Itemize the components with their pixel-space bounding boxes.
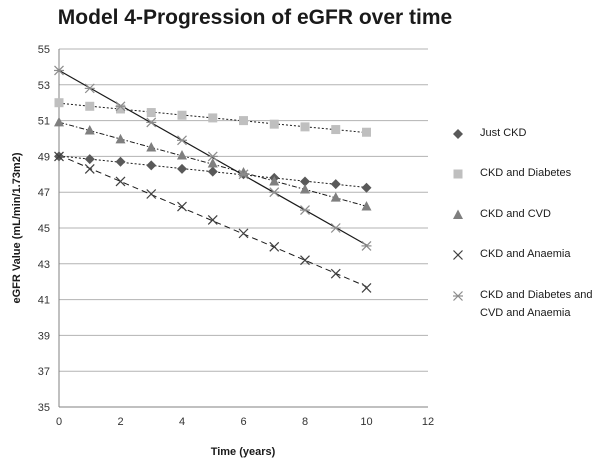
marker-series-1 (208, 113, 218, 123)
legend-label-line: CVD and Anaemia (480, 307, 571, 319)
marker-series-1 (362, 127, 371, 137)
trendline-series-1 (58, 102, 367, 134)
x-tick-label: 12 (422, 416, 434, 428)
marker-series-3 (207, 215, 218, 225)
marker-series-0 (207, 166, 218, 177)
y-tick-label: 51 (38, 116, 50, 128)
marker-series-0 (177, 163, 187, 174)
x-tick-label: 2 (117, 416, 123, 428)
marker-series-2 (330, 192, 341, 202)
trendline-series-0 (58, 155, 367, 188)
marker-series-3 (115, 176, 126, 187)
marker-series-2 (146, 141, 157, 152)
trendline-series-4 (58, 69, 367, 246)
y-tick-label: 49 (38, 151, 50, 163)
marker-series-1 (146, 108, 156, 118)
marker-series-4 (300, 205, 310, 216)
y-tick-label: 35 (38, 402, 50, 414)
marker-series-2 (269, 175, 280, 186)
marker-series-3 (330, 268, 341, 279)
y-tick-label: 41 (38, 295, 50, 307)
marker-series-1 (54, 98, 64, 108)
x-tick-label: 10 (360, 416, 372, 428)
legend-label-line: CKD and Diabetes and (480, 289, 593, 301)
marker-series-0 (84, 154, 95, 165)
y-tick-label: 39 (38, 330, 50, 342)
y-tick-label: 43 (38, 259, 50, 271)
marker-series-1 (116, 104, 125, 114)
marker-series-3 (54, 151, 64, 162)
chart-title: Model 4-Progression of eGFR over time (57, 6, 453, 29)
marker-series-0 (115, 156, 126, 167)
marker-series-4 (115, 101, 126, 112)
x-tick-label: 0 (56, 416, 62, 428)
trendline-series-3 (58, 154, 367, 288)
legend-label: CKD and Anaemia (480, 248, 571, 260)
marker-series-0 (300, 176, 310, 187)
marker-series-3 (84, 164, 95, 174)
marker-series-4 (361, 240, 372, 251)
marker-series-1 (85, 101, 95, 111)
marker-series-3 (146, 189, 157, 199)
y-tick-label: 47 (38, 187, 50, 199)
legend-label: CKD and Diabetes (480, 167, 572, 179)
legend-label: CKD and CVD (480, 208, 551, 220)
marker-series-0 (330, 179, 341, 190)
tick-labels: 35 37 39 41 43 45 47 49 51 53 55 0 2 4 6 8 10 12 (38, 44, 434, 428)
legend-marker (453, 209, 463, 219)
data-markers (54, 65, 372, 293)
legend-marker (453, 291, 463, 301)
marker-series-3 (269, 241, 280, 252)
marker-series-1 (239, 116, 248, 126)
marker-series-2 (207, 158, 218, 168)
legend-markers (453, 129, 463, 301)
marker-series-3 (177, 201, 187, 212)
marker-series-1 (331, 125, 341, 135)
legend-label: Just CKD (480, 127, 527, 139)
marker-series-4 (238, 169, 249, 180)
legend-label: CKD and Diabetes and CVD and Anaemia (480, 288, 598, 321)
marker-series-2 (84, 124, 95, 135)
marker-series-0 (146, 160, 157, 171)
marker-series-1 (269, 119, 279, 129)
marker-series-1 (177, 110, 187, 120)
marker-series-2 (361, 201, 372, 211)
marker-series-2 (54, 116, 64, 127)
x-axis-title: Time (years) (211, 446, 276, 458)
x-tick-label: 8 (302, 416, 308, 428)
y-tick-label: 55 (38, 44, 50, 56)
axes (58, 49, 428, 408)
gridlines (59, 48, 428, 408)
marker-series-0 (361, 182, 372, 193)
legend-marker (453, 250, 463, 260)
marker-series-4 (54, 65, 64, 76)
marker-series-4 (269, 187, 280, 198)
y-tick-label: 37 (38, 366, 50, 378)
y-tick-label: 45 (38, 223, 50, 235)
marker-series-2 (177, 150, 187, 160)
x-tick-label: 6 (240, 416, 246, 428)
marker-series-3 (361, 283, 372, 293)
marker-series-2 (300, 184, 310, 194)
marker-series-2 (115, 133, 126, 144)
y-axis-title: eGFR Value (mL/min/1.73m2) (11, 152, 23, 303)
marker-series-1 (300, 122, 310, 132)
y-tick-label: 53 (38, 80, 50, 92)
legend-marker (453, 129, 463, 139)
marker-series-4 (207, 151, 218, 162)
legend-marker (453, 169, 463, 179)
marker-series-3 (238, 228, 249, 239)
marker-series-4 (177, 135, 187, 146)
x-tick-label: 4 (179, 416, 185, 428)
marker-series-4 (330, 223, 341, 233)
trendlines (58, 69, 367, 288)
marker-series-3 (300, 255, 310, 266)
marker-series-4 (84, 83, 95, 94)
marker-series-4 (146, 117, 157, 128)
